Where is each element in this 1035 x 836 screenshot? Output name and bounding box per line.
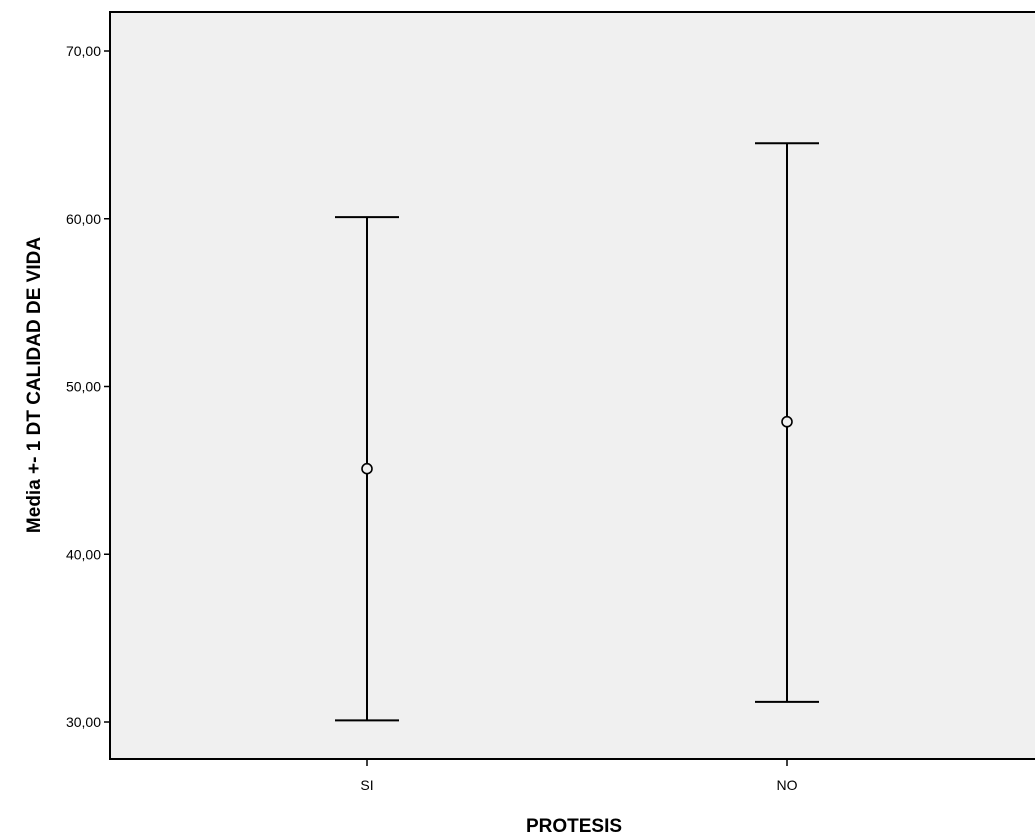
x-axis-title: PROTESIS: [526, 816, 622, 836]
y-tick-label: 60,00: [66, 211, 101, 227]
y-tick-label: 70,00: [66, 43, 101, 59]
error-bars: [335, 142, 819, 722]
y-axis-title: Media +- 1 DT CALIDAD DE VIDA: [24, 237, 45, 533]
x-tick-label: NO: [777, 777, 798, 793]
y-tick-label: 40,00: [66, 546, 101, 562]
plot-area: [109, 11, 1035, 760]
mean-marker: [781, 415, 793, 428]
x-tick-label: SI: [360, 777, 373, 793]
y-axis: 30,00 40,00 50,00 60,00 70,00: [66, 43, 110, 730]
y-tick-label: 50,00: [66, 379, 101, 395]
x-axis: SI NO: [360, 759, 798, 793]
mean-marker: [361, 462, 373, 475]
y-tick-label: 30,00: [66, 714, 101, 730]
